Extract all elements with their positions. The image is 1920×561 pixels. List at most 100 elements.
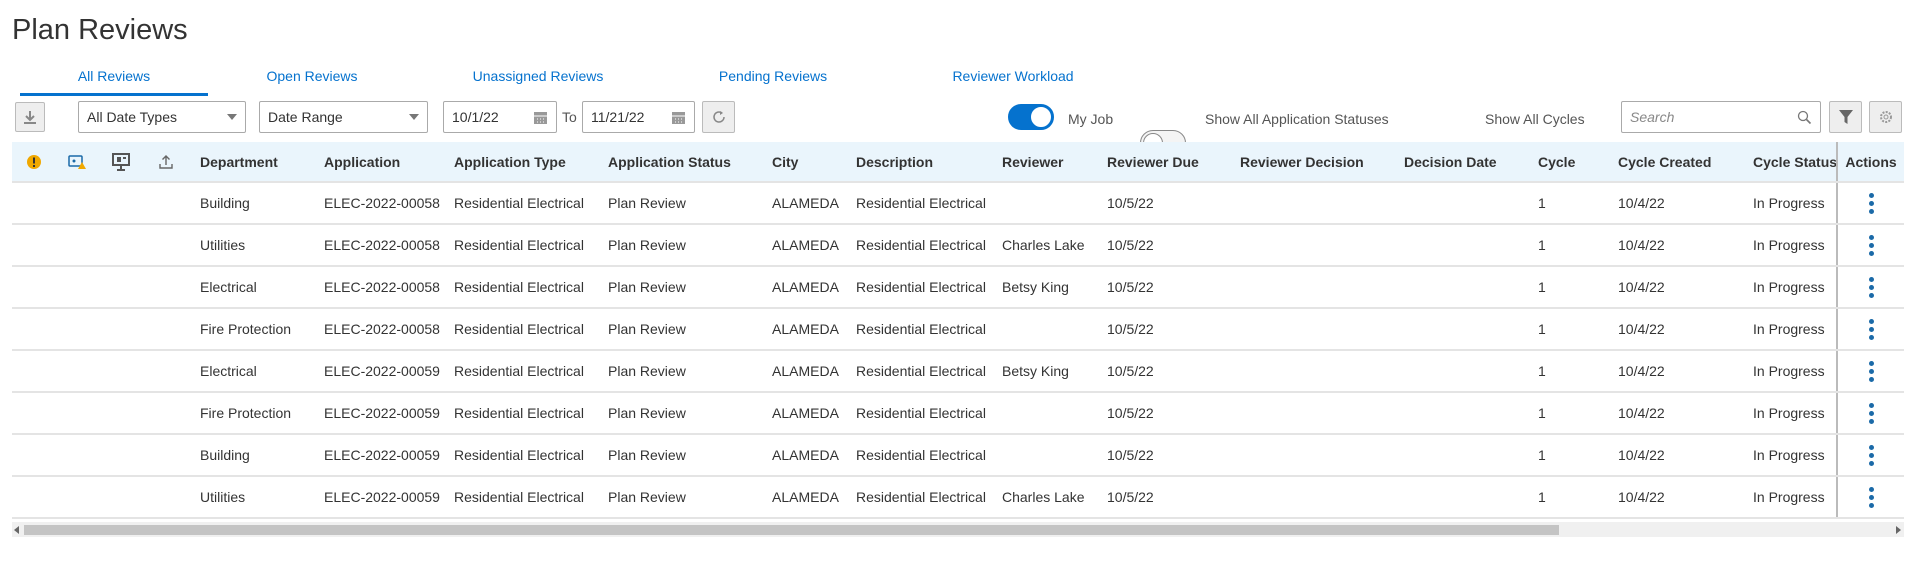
- date-range-select[interactable]: Date Range: [259, 101, 428, 133]
- cell-application: ELEC-2022-00058: [324, 279, 440, 295]
- tab-open-reviews[interactable]: Open Reviews: [266, 68, 358, 84]
- header-icon-cell[interactable]: [100, 142, 142, 181]
- tab-pending-reviews[interactable]: Pending Reviews: [718, 68, 828, 84]
- cell-cycle-status: In Progress: [1753, 489, 1825, 505]
- cell-application-type: Residential Electrical: [454, 363, 584, 379]
- warning-icon: [26, 154, 42, 170]
- column-header-cycle-status[interactable]: Cycle Status: [1753, 153, 1836, 170]
- from-date-input[interactable]: 10/1/22: [443, 101, 557, 133]
- cell-cycle-created: 10/4/22: [1618, 489, 1665, 505]
- my-job-toggle[interactable]: [1008, 104, 1054, 130]
- scroll-left-arrow-icon[interactable]: [14, 526, 19, 534]
- table-row[interactable]: Fire Protection ELEC-2022-00058 Residentia…: [12, 309, 1904, 351]
- icon-cell: [142, 393, 190, 433]
- cell-cycle: 1: [1538, 405, 1546, 421]
- more-actions-icon[interactable]: [1868, 360, 1874, 382]
- cell-cycle-created: 10/4/22: [1618, 321, 1665, 337]
- column-header-reviewer-due[interactable]: Reviewer Due: [1107, 153, 1199, 170]
- date-range-value: Date Range: [268, 109, 343, 125]
- table-row[interactable]: Utilities ELEC-2022-00058 Residential Elec…: [12, 225, 1904, 267]
- cell-application-type: Residential Electrical: [454, 447, 584, 463]
- search-input[interactable]: Search: [1621, 101, 1821, 133]
- cell-department: Building: [200, 195, 250, 211]
- calendar-icon[interactable]: [671, 110, 686, 125]
- column-header-cycle-created[interactable]: Cycle Created: [1618, 153, 1712, 170]
- cell-reviewer: [992, 309, 1097, 349]
- cell-reviewer-due: 10/5/22: [1107, 237, 1154, 253]
- more-actions-icon[interactable]: [1868, 276, 1874, 298]
- to-date-input[interactable]: 11/21/22: [582, 101, 695, 133]
- cell-application-status: Plan Review: [608, 279, 686, 295]
- tab-all-reviews[interactable]: All Reviews: [77, 68, 151, 84]
- cell-cycle-status: In Progress: [1753, 447, 1825, 463]
- cell-reviewer-decision: [1230, 351, 1394, 391]
- more-actions-icon[interactable]: [1868, 318, 1874, 340]
- cell-cycle-created: 10/4/22: [1618, 447, 1665, 463]
- cell-description: Residential Electrical: [856, 195, 986, 211]
- actions-cell: [1836, 183, 1904, 223]
- icon-cell: [55, 351, 100, 391]
- cell-reviewer: Betsy King: [1002, 363, 1069, 379]
- filter-button[interactable]: [1829, 101, 1862, 133]
- tab-reviewer-workload[interactable]: Reviewer Workload: [952, 68, 1074, 84]
- cell-reviewer-decision: [1230, 435, 1394, 475]
- more-actions-icon[interactable]: [1868, 234, 1874, 256]
- column-header-reviewer[interactable]: Reviewer: [1002, 153, 1064, 170]
- column-header-description[interactable]: Description: [856, 153, 934, 170]
- to-label: To: [562, 109, 577, 125]
- cell-reviewer: [992, 393, 1097, 433]
- tab-unassigned-reviews[interactable]: Unassigned Reviews: [472, 68, 604, 84]
- date-type-select[interactable]: All Date Types: [78, 101, 246, 133]
- show-all-statuses-label: Show All Application Statuses: [1205, 111, 1389, 127]
- cell-application-status: Plan Review: [608, 447, 686, 463]
- cell-cycle: 1: [1538, 363, 1546, 379]
- more-actions-icon[interactable]: [1868, 444, 1874, 466]
- actions-cell: [1836, 225, 1904, 265]
- actions-cell: [1836, 267, 1904, 307]
- horizontal-scrollbar[interactable]: [12, 522, 1904, 537]
- more-actions-icon[interactable]: [1868, 402, 1874, 424]
- cell-reviewer-due: 10/5/22: [1107, 447, 1154, 463]
- icon-cell: [100, 309, 142, 349]
- settings-button[interactable]: [1869, 101, 1902, 133]
- cell-description: Residential Electrical: [856, 363, 986, 379]
- column-header-department[interactable]: Department: [200, 153, 278, 170]
- scrollbar-thumb[interactable]: [24, 525, 1559, 535]
- search-icon[interactable]: [1797, 110, 1812, 125]
- table-row[interactable]: Building ELEC-2022-00058 Residential Elect…: [12, 183, 1904, 225]
- icon-cell: [12, 309, 55, 349]
- download-button[interactable]: [15, 102, 45, 132]
- cell-department: Fire Protection: [200, 405, 292, 421]
- more-actions-icon[interactable]: [1868, 192, 1874, 214]
- table-row[interactable]: Electrical ELEC-2022-00058 Residential Ele…: [12, 267, 1904, 309]
- column-header-city[interactable]: City: [772, 153, 799, 170]
- column-header-application[interactable]: Application: [324, 153, 401, 170]
- actions-cell: [1836, 477, 1904, 517]
- table-row[interactable]: Electrical ELEC-2022-00059 Residential Ele…: [12, 351, 1904, 393]
- search-placeholder: Search: [1630, 109, 1675, 125]
- column-header-cycle[interactable]: Cycle: [1538, 153, 1576, 170]
- scroll-right-arrow-icon[interactable]: [1896, 526, 1901, 534]
- header-icon-cell[interactable]: [142, 142, 190, 181]
- table-row[interactable]: Fire Protection ELEC-2022-00059 Residentia…: [12, 393, 1904, 435]
- cell-cycle-created: 10/4/22: [1618, 279, 1665, 295]
- column-header-decision-date[interactable]: Decision Date: [1404, 153, 1497, 170]
- table-row[interactable]: Utilities ELEC-2022-00059 Residential Elec…: [12, 477, 1904, 519]
- icon-cell: [142, 225, 190, 265]
- header-icon-cell[interactable]: [12, 142, 55, 181]
- cell-reviewer-decision: [1230, 225, 1394, 265]
- cell-description: Residential Electrical: [856, 321, 986, 337]
- table-row[interactable]: Building ELEC-2022-00059 Residential Elect…: [12, 435, 1904, 477]
- cell-description: Residential Electrical: [856, 237, 986, 253]
- column-header-application-type[interactable]: Application Type: [454, 153, 566, 170]
- refresh-button[interactable]: [702, 101, 735, 133]
- header-icon-cell[interactable]: [55, 142, 100, 181]
- icon-cell: [142, 309, 190, 349]
- cell-reviewer: Betsy King: [1002, 279, 1069, 295]
- column-header-actions[interactable]: Actions: [1836, 142, 1904, 181]
- column-header-application-status[interactable]: Application Status: [608, 153, 731, 170]
- calendar-icon[interactable]: [533, 110, 548, 125]
- column-header-reviewer-decision[interactable]: Reviewer Decision: [1240, 153, 1364, 170]
- cell-reviewer-due: 10/5/22: [1107, 363, 1154, 379]
- more-actions-icon[interactable]: [1868, 486, 1874, 508]
